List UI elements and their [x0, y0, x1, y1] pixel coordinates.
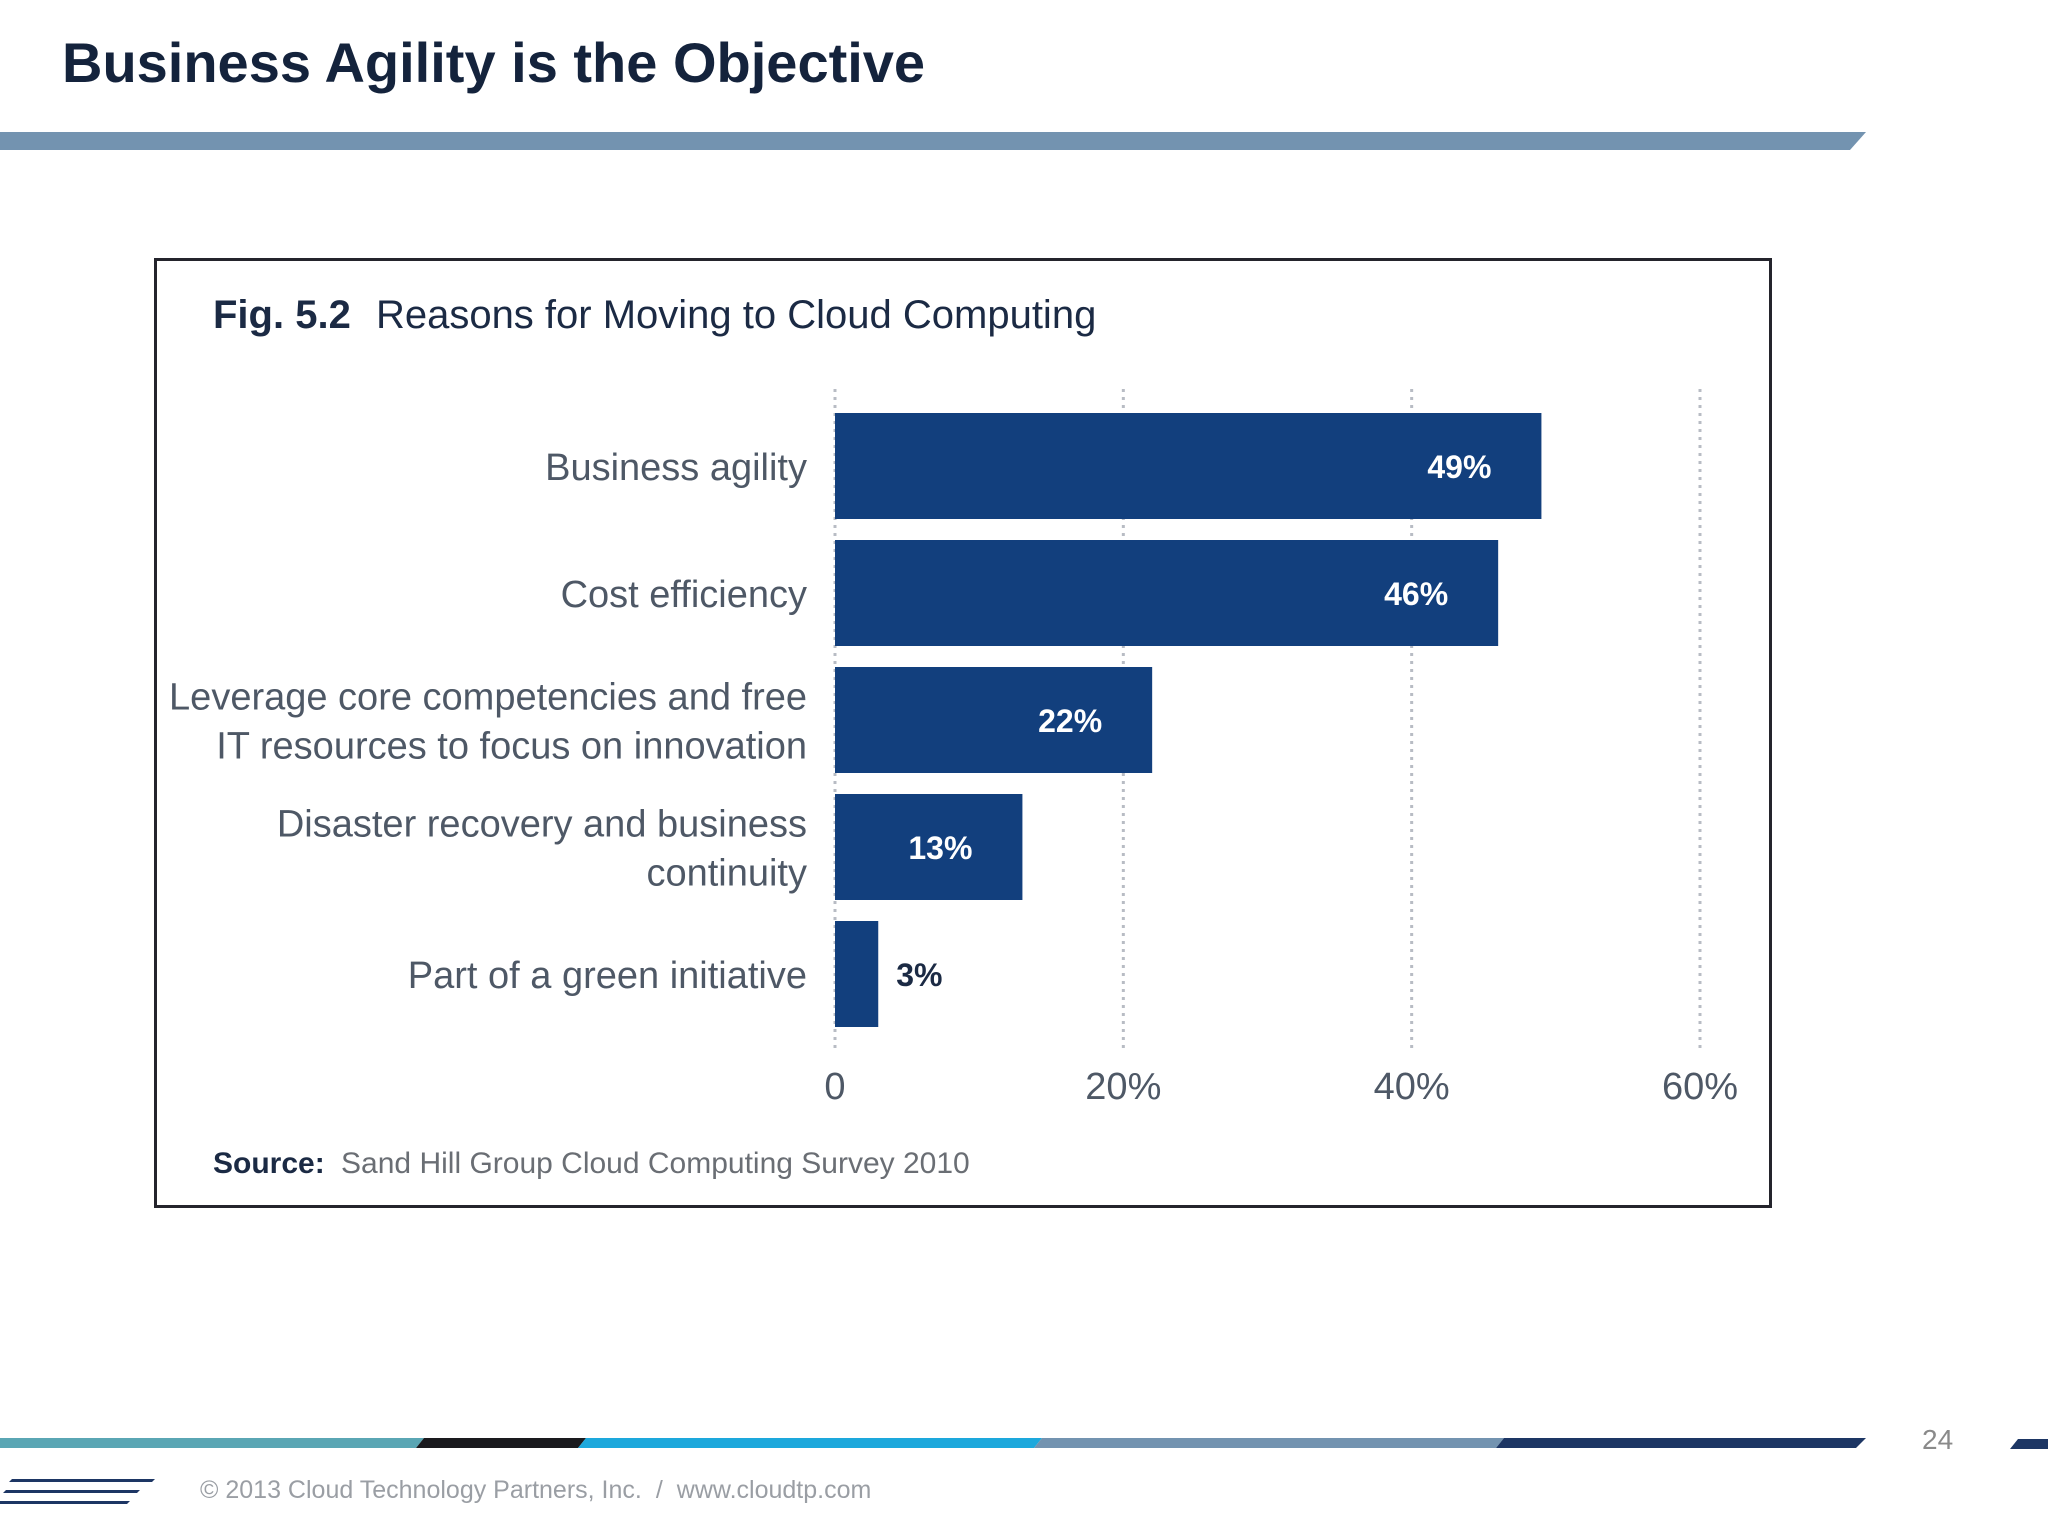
bar-value-label: 22% [1038, 703, 1102, 739]
category-label: Cost efficiency [561, 574, 807, 616]
chart-frame: Fig. 5.2 Reasons for Moving to Cloud Com… [154, 258, 1772, 1208]
category-labels: Business agility Cost efficiency Leverage … [169, 447, 807, 997]
source-text: Sand Hill Group Cloud Computing Survey 2… [341, 1147, 970, 1180]
corner-dash [2010, 1439, 2048, 1449]
chart-title: Fig. 5.2 Reasons for Moving to Cloud Com… [213, 293, 1096, 337]
chart-source: Source: Sand Hill Group Cloud Computing … [213, 1147, 970, 1180]
bar [835, 921, 879, 1027]
bar-value-label: 49% [1427, 449, 1491, 485]
bar-value-label: 46% [1384, 576, 1448, 612]
category-label: Part of a green initiative [408, 955, 807, 997]
footer-copyright: © 2013 Cloud Technology Partners, Inc. [200, 1476, 642, 1504]
x-tick-label: 20% [1085, 1066, 1161, 1108]
bar [835, 540, 1499, 646]
bar-chart: Fig. 5.2 Reasons for Moving to Cloud Com… [169, 293, 1738, 1180]
category-label: Leverage core competencies and free IT re… [169, 677, 807, 768]
source-label: Source: [213, 1147, 325, 1180]
bar [835, 413, 1542, 519]
x-tick-label: 40% [1374, 1066, 1450, 1108]
bar-value-label: 3% [896, 957, 942, 993]
x-tick-label: 60% [1662, 1066, 1738, 1108]
x-tick-label: 0 [824, 1066, 845, 1108]
slide-title: Business Agility is the Objective [62, 31, 926, 94]
footer-color-bar [0, 1438, 1866, 1448]
title-rule [0, 132, 1866, 150]
category-label: Disaster recovery and business continuity [277, 804, 807, 895]
bar [835, 794, 1023, 900]
bars: 49% 46% 22% 13% 3% [835, 413, 1542, 1027]
footer-separator: / [655, 1476, 663, 1504]
bar-value-label: 13% [908, 830, 972, 866]
footer-website[interactable]: www.cloudtp.com [676, 1476, 872, 1504]
company-logo [0, 1479, 155, 1504]
page-number: 24 [1922, 1424, 1954, 1455]
category-label: Business agility [545, 447, 807, 489]
chart-title-prefix: Fig. 5.2 [213, 293, 351, 337]
footer-text: © 2013 Cloud Technology Partners, Inc. / w… [200, 1476, 871, 1505]
x-axis-ticks: 0 20% 40% 60% [824, 1066, 1738, 1108]
chart-title-text: Reasons for Moving to Cloud Computing [376, 293, 1096, 337]
bar [835, 667, 1153, 773]
